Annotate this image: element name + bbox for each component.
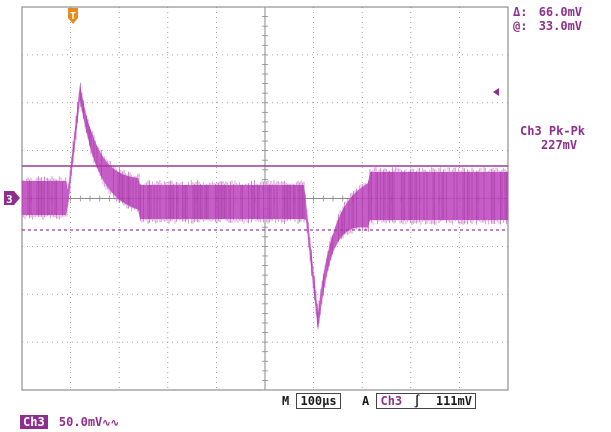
ch3-ground-marker[interactable] xyxy=(4,191,20,205)
horizontal-status: M 100µs xyxy=(282,393,341,409)
cursor-at-readout: @: 33.0mV xyxy=(513,20,582,33)
trigger-label: A xyxy=(362,394,370,408)
trigger-position-marker-label: T xyxy=(70,11,76,22)
trigger-level: 111mV xyxy=(435,394,472,408)
measurement-value: 227mV xyxy=(541,138,578,152)
delta-value: 66.0mV xyxy=(538,5,583,19)
measurement-label: Ch3 Pk-Pk xyxy=(520,124,586,138)
trigger-source: Ch3 xyxy=(380,394,403,408)
trigger-status: A Ch3 ∫ 111mV xyxy=(362,393,476,409)
coupling-icon: ∿∿ xyxy=(102,418,120,429)
channel-settings[interactable]: Ch3 50.0mV∿∿ xyxy=(20,415,119,430)
ch3-waveform-noise xyxy=(21,82,509,327)
at-value: 33.0mV xyxy=(538,19,583,33)
trigger-position-marker[interactable] xyxy=(68,8,78,24)
channel-badge: Ch3 xyxy=(20,415,48,429)
delta-symbol: Δ: xyxy=(513,5,528,19)
trigger-level-arrow-icon[interactable] xyxy=(493,88,499,96)
trigger-slope-icon: ∫ xyxy=(413,394,421,408)
channel-scale: 50.0mV xyxy=(58,415,103,429)
at-symbol: @: xyxy=(513,19,528,33)
trigger-readout[interactable]: Ch3 ∫ 111mV xyxy=(376,393,476,409)
timebase-readout[interactable]: 100µs xyxy=(296,393,341,409)
cursor-delta-readout: Δ: 66.0mV xyxy=(513,6,582,19)
horizontal-mode-label: M xyxy=(282,394,290,408)
ch3-ground-marker-label: 3 xyxy=(6,193,13,206)
